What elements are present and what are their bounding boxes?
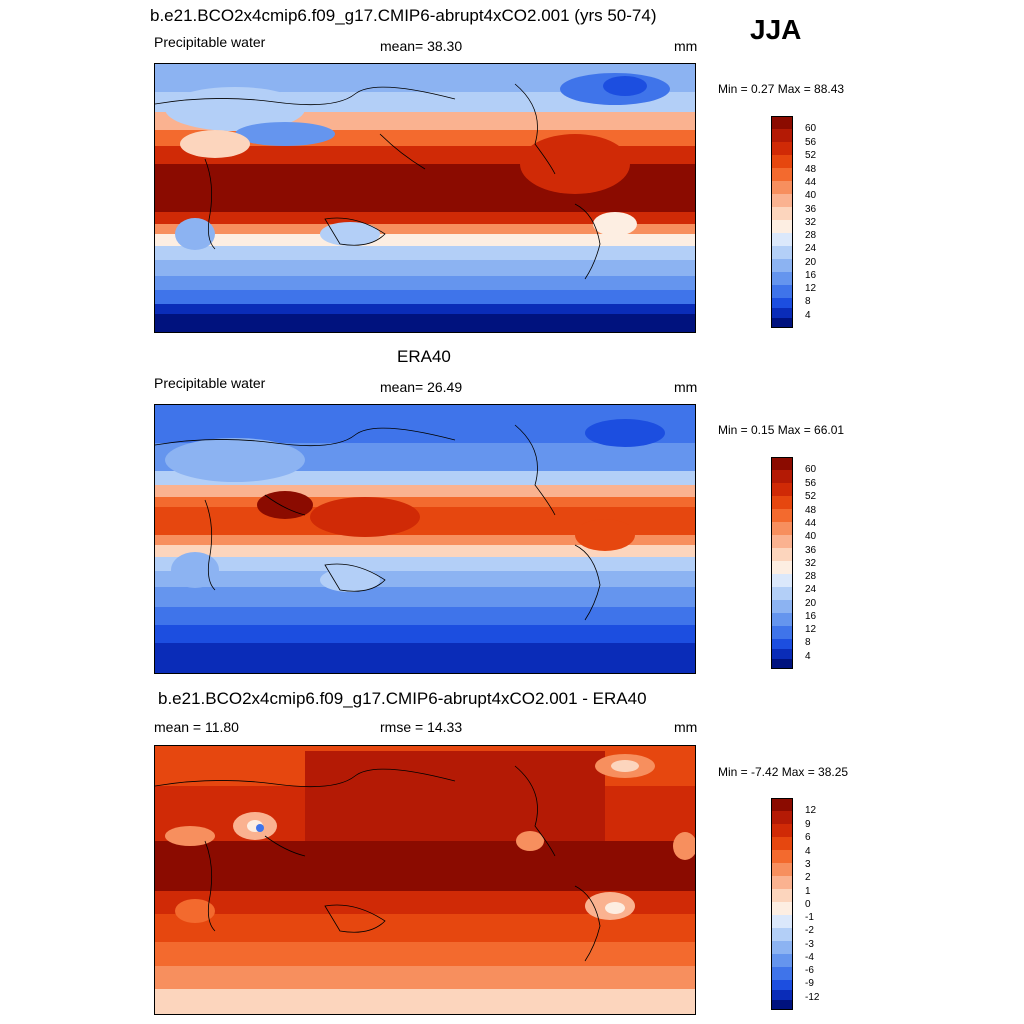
- panel2-colorbar-tick: 32: [805, 558, 817, 569]
- panel2-colorbar-tick: 8: [805, 637, 811, 648]
- panel3-units-label: mm: [674, 719, 698, 735]
- panel3-colorbar-tick: -4: [805, 952, 814, 963]
- panel3-map: [154, 745, 696, 1015]
- panel1-colorbar-tick: 56: [805, 137, 817, 148]
- panel2-colorbar-tick: 20: [805, 598, 817, 609]
- panel2-colorbar-tick: 48: [805, 505, 817, 516]
- panel3-colorbar-tick: 6: [805, 832, 811, 843]
- panel2-colorbar: [771, 457, 793, 669]
- panel3-colorbar-tick: 4: [805, 846, 811, 857]
- panel1-colorbar-tick: 4: [805, 310, 811, 321]
- panel1-colorbar: [771, 116, 793, 328]
- panel1-colorbar-tick: 8: [805, 296, 811, 307]
- panel2-colorbar-tick: 24: [805, 584, 817, 595]
- panel2-minmax-label: Min = 0.15 Max = 66.01: [718, 423, 845, 437]
- panel2-colorbar-tick: 44: [805, 518, 817, 529]
- panel2-colorbar-tick: 16: [805, 611, 817, 622]
- panel2-units-label: mm: [674, 379, 698, 395]
- panel3-colorbar-tick: -2: [805, 925, 814, 936]
- panel1-colorbar-tick: 36: [805, 204, 817, 215]
- panel1-colorbar-tick: 32: [805, 217, 817, 228]
- panel1-colorbar-tick: 60: [805, 123, 817, 134]
- panel1-minmax-label: Min = 0.27 Max = 88.43: [718, 82, 845, 96]
- panel2-title: ERA40: [397, 347, 451, 366]
- panel1-map-field: [155, 64, 695, 332]
- panel3-colorbar-tick: 1: [805, 886, 811, 897]
- panel2-colorbar-tick: 52: [805, 491, 817, 502]
- panel1-colorbar-tick: 12: [805, 283, 817, 294]
- panel2-colorbar-tick: 56: [805, 478, 817, 489]
- panel3-colorbar-tick: -9: [805, 978, 814, 989]
- panel2-colorbar-tick: 28: [805, 571, 817, 582]
- panel3-colorbar-tick: -3: [805, 939, 814, 950]
- panel3-colorbar-tick: 12: [805, 805, 817, 816]
- panel3-colorbar-tick: 0: [805, 899, 811, 910]
- panel2-variable-label: Precipitable water: [154, 375, 266, 391]
- panel1-colorbar-tick: 52: [805, 150, 817, 161]
- panel3-colorbar-tick: 3: [805, 859, 811, 870]
- panel3-colorbar-tick: 9: [805, 819, 811, 830]
- panel2-map: [154, 404, 696, 674]
- panel3-mean-label: mean = 11.80: [154, 719, 239, 735]
- panel3-title: b.e21.BCO2x4cmip6.f09_g17.CMIP6-abrupt4x…: [158, 689, 647, 708]
- panel1-colorbar-tick: 24: [805, 243, 817, 254]
- panel2-colorbar-tick: 40: [805, 531, 817, 542]
- panel3-colorbar-tick: -6: [805, 965, 814, 976]
- panel1-colorbar-tick: 16: [805, 270, 817, 281]
- panel1-title: b.e21.BCO2x4cmip6.f09_g17.CMIP6-abrupt4x…: [150, 6, 657, 25]
- season-label: JJA: [750, 14, 802, 45]
- panel1-colorbar-tick: 40: [805, 190, 817, 201]
- panel3-colorbar-tick: -1: [805, 912, 814, 923]
- panel3-map-field: [155, 746, 695, 1014]
- panel3-colorbar-tick: -12: [805, 992, 820, 1003]
- panel1-units-label: mm: [674, 38, 698, 54]
- panel3-colorbar-tick: 2: [805, 872, 811, 883]
- panel2-map-field: [155, 405, 695, 673]
- panel1-colorbar-tick: 48: [805, 164, 817, 175]
- panel1-map: [154, 63, 696, 333]
- panel1-variable-label: Precipitable water: [154, 34, 266, 50]
- panel2-colorbar-tick: 60: [805, 464, 817, 475]
- panel2-colorbar-tick: 12: [805, 624, 817, 635]
- panel1-mean-label: mean= 38.30: [380, 38, 463, 54]
- panel2-mean-label: mean= 26.49: [380, 379, 463, 395]
- panel3-minmax-label: Min = -7.42 Max = 38.25: [718, 765, 849, 779]
- panel1-colorbar-tick: 44: [805, 177, 817, 188]
- panel1-colorbar-tick: 20: [805, 257, 817, 268]
- panel2-colorbar-tick: 4: [805, 651, 811, 662]
- panel3-colorbar: [771, 798, 793, 1010]
- panel2-colorbar-tick: 36: [805, 545, 817, 556]
- panel1-colorbar-tick: 28: [805, 230, 817, 241]
- panel3-rmse-label: rmse = 14.33: [380, 719, 463, 735]
